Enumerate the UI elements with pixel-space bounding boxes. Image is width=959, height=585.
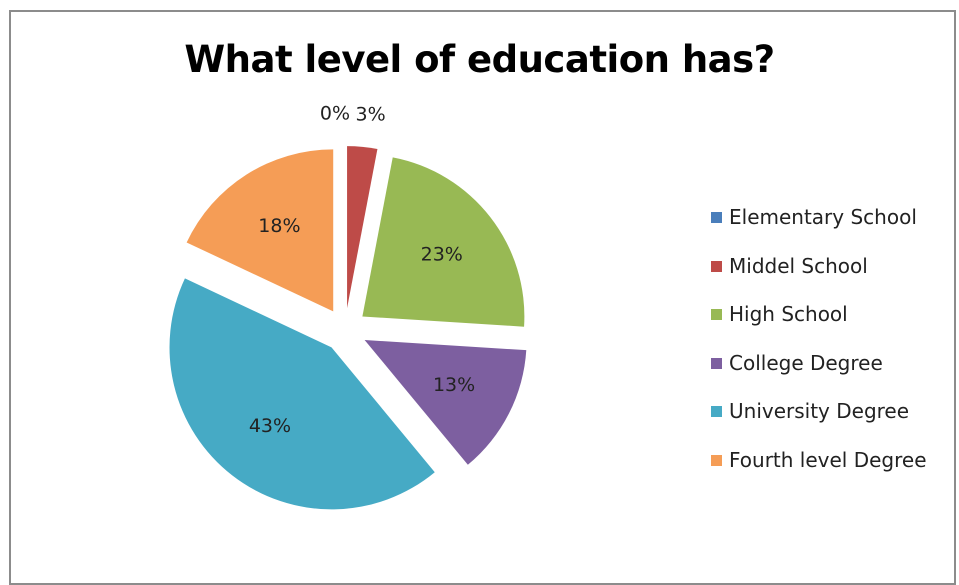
legend-swatch	[711, 357, 722, 369]
legend-swatch	[711, 212, 722, 223]
pie-slice-fourth-level-degree	[186, 149, 334, 312]
data-label-fourth-level-degree: 18%	[258, 215, 300, 237]
data-label-middel-school: 3%	[355, 103, 385, 125]
legend-label: College Degree	[729, 350, 883, 375]
legend-label: Middel School	[729, 253, 868, 278]
chart-title: What level of education has?	[184, 38, 775, 81]
pie-slice-high-school	[362, 157, 525, 327]
data-label-elementary-school: 0%	[320, 103, 350, 125]
pie-slice-college-degree	[364, 339, 527, 465]
legend-swatch	[711, 454, 722, 466]
legend-label: High School	[729, 302, 848, 326]
legend-label: University Degree	[729, 399, 910, 423]
legend-swatch	[711, 406, 722, 417]
legend-swatch	[711, 309, 722, 320]
legend-swatch	[711, 260, 722, 272]
legend-label: Elementary School	[729, 205, 917, 229]
pie-slice-middel-school	[347, 146, 378, 309]
data-label-high-school: 23%	[421, 243, 463, 265]
legend-label: Fourth level Degree	[729, 447, 927, 472]
pie-slice-university-degree	[169, 278, 435, 510]
data-label-university-degree: 43%	[249, 415, 291, 437]
data-label-college-degree: 13%	[433, 374, 475, 396]
